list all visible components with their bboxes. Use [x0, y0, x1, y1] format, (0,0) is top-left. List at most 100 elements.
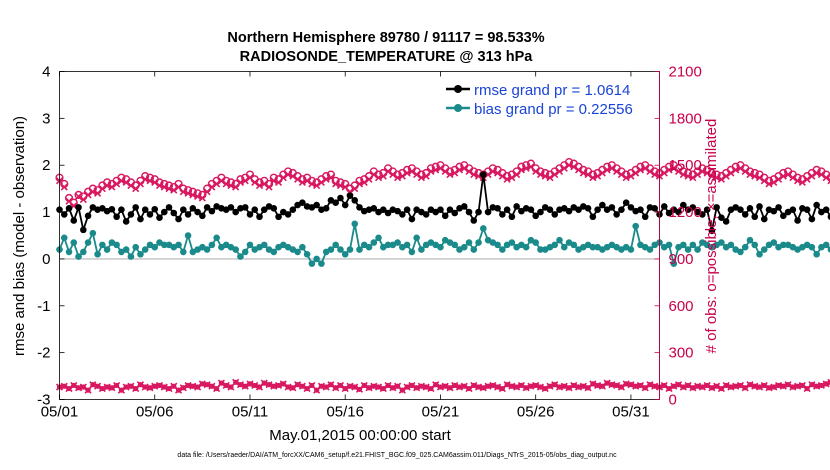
obs-base-dot-marker: [337, 382, 344, 389]
x-tick-label: 05/16: [326, 404, 364, 421]
obs-assimilated-marker: [436, 164, 445, 172]
obs-base-dot-marker: [309, 382, 315, 389]
bias-point: [246, 241, 254, 249]
obs-base-dot-marker: [247, 381, 253, 387]
rmse-point: [689, 204, 697, 211]
obs-base-dot-marker: [166, 385, 172, 392]
rmse-point: [127, 211, 135, 218]
bias-point: [151, 243, 159, 251]
rmse-point: [651, 205, 659, 212]
rmse-point: [141, 206, 149, 214]
obs-assimilated-marker: [355, 180, 364, 188]
bias-point: [694, 246, 701, 253]
obs-assimilated-marker: [817, 171, 825, 179]
rmse-point: [289, 206, 297, 214]
bias-point: [308, 260, 316, 267]
bias-point: [751, 241, 759, 249]
bias-point: [494, 241, 501, 249]
obs-base-dot-marker: [266, 382, 272, 388]
obs-base-dot-marker: [714, 383, 720, 389]
obs-assimilated-marker: [151, 178, 159, 186]
bias-point: [727, 241, 735, 249]
obs-assimilated-marker: [560, 164, 568, 172]
obs-base-dot-marker: [733, 383, 739, 389]
bias-point: [451, 241, 459, 249]
obs-base-dot-marker: [594, 382, 601, 389]
rmse-point: [441, 212, 449, 220]
obs-base-dot-marker: [618, 384, 625, 390]
obs-assimilated-marker: [103, 181, 111, 190]
x-axis-label: May.01,2015 00:00:00 start: [269, 427, 451, 444]
obs-assimilated-marker: [394, 174, 402, 182]
rmse-point: [827, 213, 830, 220]
bias-point: [522, 243, 530, 251]
obs-base-dot-marker: [128, 383, 134, 389]
bias-point: [746, 236, 754, 244]
rmse-point: [422, 211, 430, 218]
obs-base-dot-marker: [275, 382, 282, 389]
rmse-point: [508, 213, 516, 221]
obs-base-dot-marker: [528, 383, 534, 389]
bias-point: [499, 246, 506, 253]
obs-base-dot-marker: [252, 382, 258, 389]
obs-assimilated-marker: [784, 171, 792, 179]
obs-base-dot-marker: [561, 383, 567, 389]
bias-point: [589, 243, 597, 251]
obs-base-dot-marker: [233, 379, 239, 385]
obs-assimilated-marker: [313, 181, 321, 190]
obs-assimilated-marker: [722, 172, 730, 180]
obs-assimilated-marker: [189, 191, 197, 199]
obs-assimilated-marker: [608, 164, 616, 172]
obs-assimilated-marker: [279, 174, 287, 182]
obs-base-dot-marker: [123, 384, 129, 390]
bias-point: [270, 248, 278, 256]
obs-base-dot-marker: [518, 382, 525, 389]
obs-base-dot-marker: [723, 382, 729, 389]
rmse-point: [822, 206, 830, 214]
rmse-point: [99, 205, 106, 212]
y2-axis-label: # of obs: o=possible; ×=assimilated: [703, 119, 720, 354]
obs-base-dot-marker: [256, 384, 263, 390]
rmse-point: [337, 194, 344, 202]
rmse-point: [675, 208, 682, 216]
obs-assimilated-marker: [470, 171, 478, 179]
bias-point: [780, 241, 787, 249]
rmse-point: [108, 205, 116, 213]
bias-point: [822, 241, 830, 249]
bias-point: [327, 246, 335, 253]
obs-base-dot-marker: [633, 383, 639, 389]
plot-area: [59, 71, 660, 400]
obs-base-dot-marker: [371, 383, 377, 389]
obs-assimilated-marker: [160, 183, 168, 191]
rmse-point: [70, 217, 78, 224]
rmse-point: [746, 205, 754, 212]
obs-base-dot-marker: [661, 382, 667, 389]
rmse-point: [299, 199, 306, 206]
obs-base-dot-marker: [99, 385, 105, 392]
bias-point: [741, 243, 749, 251]
obs-assimilated-marker: [336, 181, 345, 190]
obs-base-dot-marker: [442, 383, 448, 389]
bias-point: [99, 241, 106, 249]
data-file-footer: data file: /Users/raeder/DAI/ATM_forcXX/…: [177, 452, 617, 459]
obs-base-dot-marker: [533, 382, 539, 389]
obs-base-dot-marker: [418, 383, 425, 389]
rmse-point: [384, 209, 392, 217]
obs-assimilated-marker: [222, 180, 230, 188]
rmse-point: [484, 208, 492, 216]
obs-base-dot-marker: [780, 383, 786, 389]
rmse-point: [660, 203, 668, 210]
obs-base-dot-marker: [823, 381, 829, 387]
rmse-point: [313, 201, 320, 209]
obs-base-dot-marker: [504, 382, 510, 388]
obs-base-dot-marker: [290, 385, 296, 391]
obs-assimilated-marker: [389, 171, 397, 179]
rmse-point: [270, 205, 278, 212]
obs-assimilated-marker: [155, 181, 164, 190]
obs-base-dot-marker: [194, 384, 201, 390]
obs-assimilated-marker: [665, 166, 673, 174]
rmse-point: [341, 201, 349, 209]
bias-point: [670, 260, 678, 267]
obs-base-dot-marker: [542, 385, 548, 392]
obs-base-dot-marker: [466, 385, 472, 392]
